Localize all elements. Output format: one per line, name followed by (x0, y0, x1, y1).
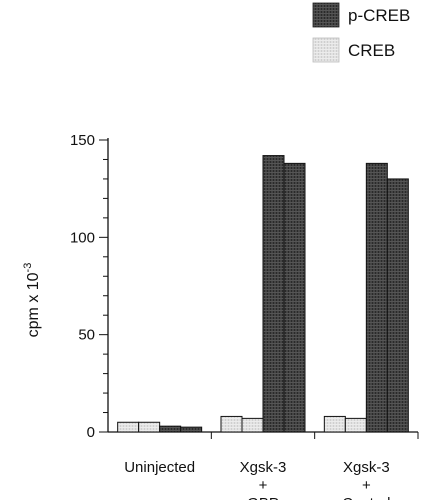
legend-label-creb: CREB (348, 41, 395, 60)
y-tick-label: 150 (70, 132, 95, 149)
bar-creb (241, 417, 264, 433)
x-category-label: Control (342, 495, 390, 500)
bar-p-creb (365, 162, 388, 433)
bar-p-creb (180, 426, 203, 433)
y-tick-label: 100 (70, 229, 95, 246)
x-category-label: + (259, 477, 268, 494)
y-tick-label: 0 (87, 424, 95, 441)
bar-p-creb (159, 425, 182, 433)
bars (117, 155, 409, 433)
bar-creb (117, 421, 140, 433)
bar-creb (220, 415, 243, 433)
y-axis-label: cpm x 10-3 (22, 263, 42, 338)
bar-p-creb (283, 162, 306, 433)
x-category-label: Uninjected (124, 459, 195, 476)
bar-creb (344, 417, 367, 433)
bar-p-creb (386, 178, 409, 433)
legend-label-p-creb: p-CREB (348, 6, 410, 25)
x-category-label: GBP (247, 495, 279, 500)
legend: p-CREB CREB (312, 2, 410, 63)
x-category-label: Xgsk-3 (343, 459, 390, 476)
y-axis-label-exponent: -3 (22, 263, 34, 273)
x-category-label: + (362, 477, 371, 494)
bar-p-creb (262, 155, 285, 433)
bar-creb (323, 415, 346, 433)
legend-swatch-creb (312, 37, 340, 63)
x-category-label: Xgsk-3 (240, 459, 287, 476)
bar-creb (138, 421, 161, 433)
y-tick-label: 50 (78, 327, 95, 344)
legend-swatch-p-creb (312, 2, 340, 28)
axes: 0 50 100 150 (70, 132, 419, 441)
y-axis-label-base: cpm x 10 (25, 272, 42, 337)
